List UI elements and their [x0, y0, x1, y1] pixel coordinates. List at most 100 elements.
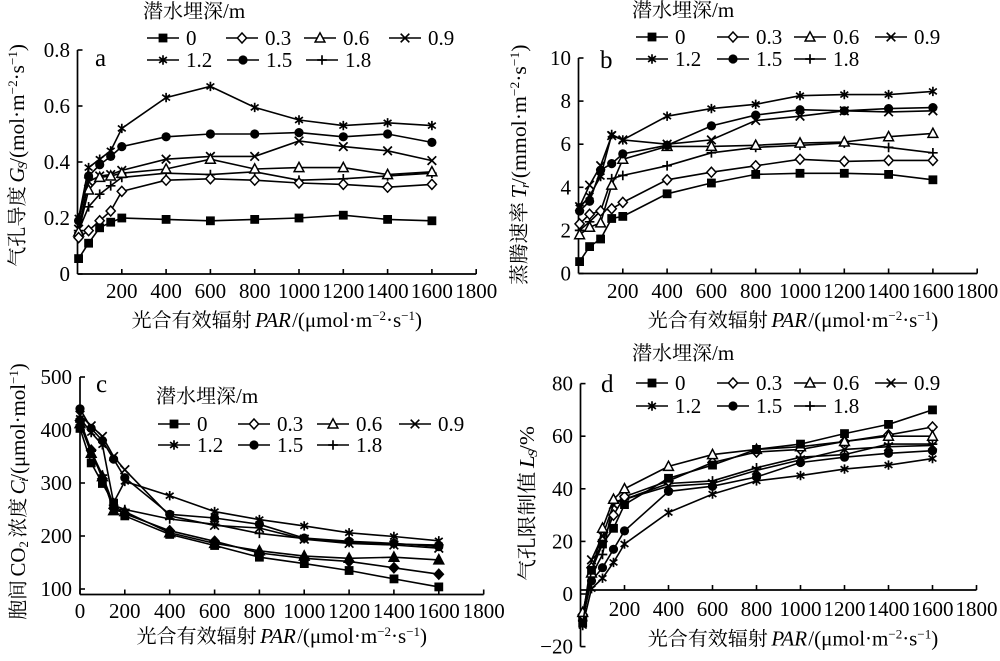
- svg-text:1.8: 1.8: [833, 394, 859, 418]
- svg-text:0: 0: [675, 25, 686, 49]
- svg-text:1200: 1200: [322, 279, 364, 303]
- svg-text:i: i: [16, 478, 31, 482]
- svg-text:0.9: 0.9: [914, 25, 940, 49]
- svg-text:200: 200: [109, 599, 141, 623]
- svg-text:−1: −1: [507, 52, 522, 66]
- svg-text:1400: 1400: [373, 599, 415, 623]
- svg-text:G: G: [5, 167, 29, 182]
- svg-text:1.2: 1.2: [197, 433, 223, 457]
- svg-text:·s: ·s: [391, 624, 406, 648]
- svg-text:1200: 1200: [823, 279, 865, 303]
- svg-text:2: 2: [561, 218, 572, 242]
- svg-text:−2: −2: [377, 624, 391, 639]
- svg-text:400: 400: [651, 279, 683, 303]
- svg-text:6: 6: [561, 132, 572, 156]
- svg-text:−2: −2: [888, 308, 902, 323]
- svg-text:1.5: 1.5: [756, 394, 782, 418]
- svg-text:1.8: 1.8: [345, 48, 371, 72]
- svg-text:/m: /m: [712, 0, 734, 22]
- svg-text:400: 400: [41, 418, 73, 442]
- svg-text:−1: −1: [401, 308, 415, 323]
- svg-text:S: S: [15, 162, 30, 169]
- svg-text:1.5: 1.5: [756, 47, 782, 71]
- svg-text:−20: −20: [540, 635, 573, 659]
- svg-text:0.2: 0.2: [44, 206, 70, 230]
- svg-text:·s: ·s: [386, 308, 401, 332]
- svg-text:600: 600: [696, 279, 728, 303]
- svg-text:−1: −1: [917, 627, 931, 642]
- svg-text:0: 0: [563, 582, 574, 606]
- svg-text:S: S: [526, 450, 540, 457]
- svg-text:1000: 1000: [779, 279, 821, 303]
- svg-text:800: 800: [239, 279, 271, 303]
- svg-text:400: 400: [653, 597, 685, 621]
- svg-text:1200: 1200: [328, 599, 370, 623]
- svg-text:600: 600: [199, 599, 231, 623]
- svg-text:2: 2: [16, 541, 31, 547]
- svg-text:): ): [507, 45, 531, 52]
- svg-text:1.8: 1.8: [356, 433, 382, 457]
- svg-text:/m: /m: [712, 341, 734, 365]
- svg-text:/(mol·m: /(mol·m: [5, 94, 29, 164]
- svg-text:0.8: 0.8: [44, 38, 70, 62]
- svg-text:8: 8: [561, 89, 572, 113]
- svg-text:400: 400: [150, 279, 182, 303]
- svg-text:C: C: [6, 479, 30, 494]
- svg-text:/(μmol·m: /(μmol·m: [292, 308, 372, 332]
- svg-text:1600: 1600: [411, 279, 453, 303]
- svg-text:0: 0: [197, 412, 208, 436]
- svg-text:1200: 1200: [824, 597, 866, 621]
- svg-text:1.2: 1.2: [186, 48, 212, 72]
- svg-text:600: 600: [697, 597, 729, 621]
- svg-text:1600: 1600: [418, 599, 460, 623]
- svg-text:200: 200: [607, 279, 639, 303]
- svg-text:0.6: 0.6: [833, 371, 859, 395]
- svg-text:10: 10: [550, 46, 571, 70]
- svg-text:4: 4: [561, 175, 572, 199]
- svg-text:40: 40: [552, 477, 573, 501]
- svg-text:1.5: 1.5: [266, 48, 292, 72]
- svg-text:400: 400: [154, 599, 186, 623]
- svg-text:1.8: 1.8: [833, 47, 859, 71]
- svg-text:0: 0: [561, 262, 572, 286]
- svg-text:−1: −1: [917, 308, 931, 323]
- svg-text:800: 800: [741, 597, 773, 621]
- svg-text:0.3: 0.3: [756, 25, 782, 49]
- svg-text:/m: /m: [236, 384, 258, 408]
- svg-text:L: L: [515, 455, 539, 469]
- svg-text:): ): [931, 627, 938, 651]
- svg-text:b: b: [600, 47, 613, 74]
- svg-text:100: 100: [41, 577, 73, 601]
- svg-text:200: 200: [41, 524, 73, 548]
- svg-text:1400: 1400: [868, 279, 910, 303]
- svg-text:0.4: 0.4: [44, 150, 71, 174]
- svg-text:·s: ·s: [902, 308, 917, 332]
- svg-text:−1: −1: [406, 624, 420, 639]
- svg-text:/(μmol·m: /(μmol·m: [297, 624, 377, 648]
- svg-text:/%: /%: [515, 426, 539, 451]
- svg-text:d: d: [601, 371, 614, 398]
- svg-text:0: 0: [675, 371, 686, 395]
- svg-text:PAR: PAR: [770, 627, 807, 651]
- svg-text:200: 200: [609, 597, 641, 621]
- svg-text:0.9: 0.9: [438, 412, 464, 436]
- svg-text:): ): [420, 624, 427, 648]
- svg-text:−2: −2: [5, 80, 20, 94]
- svg-text:0.3: 0.3: [265, 26, 291, 50]
- svg-text:1800: 1800: [956, 597, 998, 621]
- svg-text:0: 0: [60, 262, 71, 286]
- svg-text:0.9: 0.9: [428, 26, 454, 50]
- svg-text:20: 20: [552, 529, 573, 553]
- svg-text:): ): [415, 308, 422, 332]
- svg-text:1000: 1000: [780, 597, 822, 621]
- svg-text:): ): [6, 363, 30, 370]
- svg-text:800: 800: [244, 599, 276, 623]
- svg-text:a: a: [95, 45, 106, 72]
- svg-text:200: 200: [106, 279, 138, 303]
- svg-text:800: 800: [740, 279, 772, 303]
- svg-text:0.6: 0.6: [343, 26, 369, 50]
- svg-text:0.3: 0.3: [277, 412, 303, 436]
- svg-text:−2: −2: [372, 308, 386, 323]
- svg-text:0.9: 0.9: [914, 371, 940, 395]
- svg-text:/m: /m: [223, 0, 245, 23]
